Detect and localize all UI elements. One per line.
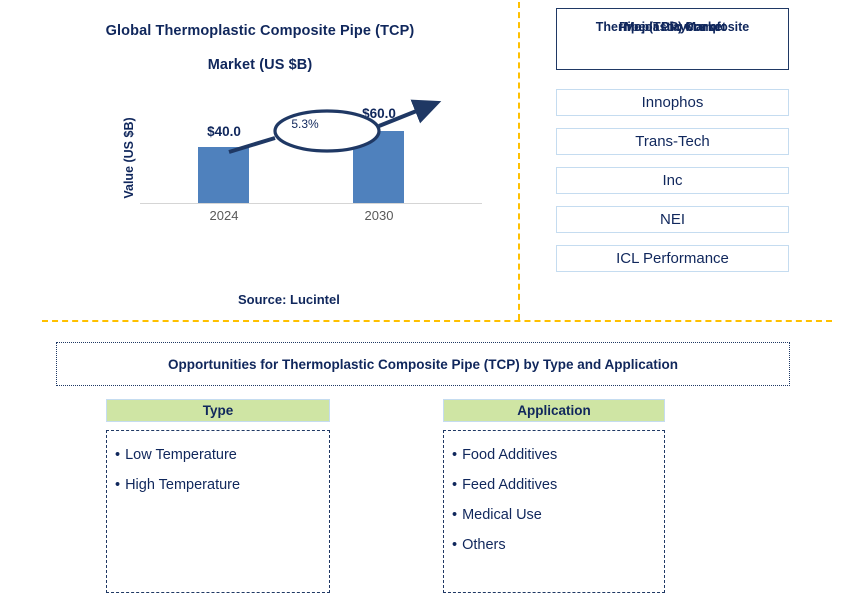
player-label: Inc [662,172,683,189]
list-item: • Feed Additives [452,470,664,500]
opportunities-column-application: Application • Food Additives • Feed Additi… [443,399,665,593]
y-axis-label: Value (US $B) [122,117,136,199]
player-item-innophos[interactable]: Innophos [556,89,789,116]
cagr-value: 5.3% [291,117,319,131]
vertical-divider [518,2,520,320]
list-item-label: Low Temperature [125,447,237,463]
bullet-icon: • [115,447,121,463]
list-item-label: High Temperature [125,477,241,493]
players-header-line-3: Pipe (TCP) Market [619,20,726,34]
list-item: • Food Additives [452,440,664,470]
bullet-icon: • [452,477,458,493]
chart-title-line-1: Global Thermoplastic Composite Pipe (TCP… [105,23,415,39]
x-tick-label-2024: 2024 [209,208,239,223]
bar-value-2030: $60.0 [362,106,396,121]
major-players-header: Major Players of Thermoplastic Composite P… [556,8,789,70]
player-label: Innophos [641,94,704,111]
opportunities-column-type: Type • Low Temperature • High Temperature [106,399,330,593]
player-label: ICL Performance [616,250,729,267]
list-item: • Medical Use [452,500,664,530]
column-header-type: Type [106,399,330,422]
player-item-icl-performance[interactable]: ICL Performance [556,245,789,272]
chart-source: Source: Lucintel [238,292,340,307]
column-header-label: Type [202,403,234,418]
x-axis-line [140,203,482,204]
opportunities-banner: Opportunities for Thermoplastic Composit… [56,342,790,386]
application-list: • Food Additives • Feed Additives • Medical… [452,440,664,560]
column-header-application: Application [443,399,665,422]
column-header-label: Application [517,403,591,418]
bar-chart: Value (US $B) $40.0 $60.0 2024 2030 5.3% [122,92,482,237]
bar-2024 [198,147,249,203]
list-item: • High Temperature [115,470,329,500]
players-header-line-2: Thermoplastic Composite [595,20,750,34]
player-item-inc[interactable]: Inc [556,167,789,194]
column-list-application: • Food Additives • Feed Additives • Medical… [443,430,665,593]
bullet-icon: • [452,447,458,463]
chart-title: Global Thermoplastic Composite Pipe (TCP… [40,14,480,82]
type-list: • Low Temperature • High Temperature [115,440,329,500]
bullet-icon: • [115,477,121,493]
list-item-label: Others [462,537,506,553]
bar-value-2024: $40.0 [207,124,241,139]
major-players-panel: Major Players of Thermoplastic Composite P… [556,8,789,272]
list-item-label: Medical Use [462,507,542,523]
bullet-icon: • [452,507,458,523]
market-chart-panel: Global Thermoplastic Composite Pipe (TCP… [0,0,518,322]
major-players-header-text: Major Players of Thermoplastic Composite P… [557,13,788,55]
column-list-type: • Low Temperature • High Temperature [106,430,330,593]
player-item-trans-tech[interactable]: Trans-Tech [556,128,789,155]
players-header-line-1: Major Players of [624,20,721,34]
player-label: Trans-Tech [635,133,710,150]
chart-title-line-2: Market (US $B) [207,57,313,73]
list-item: • Low Temperature [115,440,329,470]
bullet-icon: • [452,537,458,553]
list-item: • Others [452,530,664,560]
opportunities-banner-text: Opportunities for Thermoplastic Composit… [167,356,679,372]
list-item-label: Feed Additives [462,477,558,493]
player-label: NEI [659,211,685,228]
list-item-label: Food Additives [462,447,558,463]
player-item-nei[interactable]: NEI [556,206,789,233]
x-tick-label-2030: 2030 [364,208,394,223]
horizontal-divider [42,320,832,322]
cagr-callout-shape [228,99,442,154]
